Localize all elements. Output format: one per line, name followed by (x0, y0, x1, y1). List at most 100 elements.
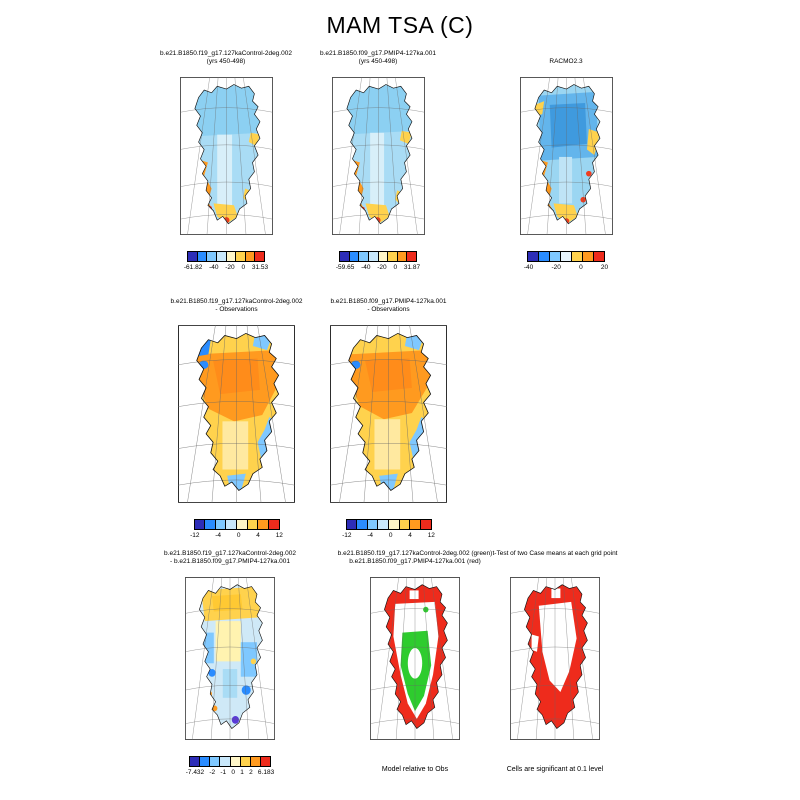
colorbar-segment (528, 252, 539, 261)
colorbar-segment (237, 520, 248, 529)
greenland-map-6 (185, 577, 275, 740)
graticule (178, 325, 295, 503)
colorbar-segment (240, 757, 251, 766)
panel-7-title-line2: b.e21.B1850.f09_g17.PMIP4-127ka.001 (red… (349, 558, 481, 565)
colorbar-tick-label: 4 (408, 532, 412, 539)
colorbar-4: -12 -4 0 4 12 (190, 519, 283, 539)
graticule (510, 577, 600, 740)
greenland-map-7 (370, 577, 460, 740)
colorbar-segment (188, 252, 198, 261)
panel-8-title: t-Test of two Case means at each grid po… (492, 550, 617, 567)
panel-2: b.e21.B1850.f09_g17.PMIP4-127ka.001 (yrs… (302, 50, 454, 271)
colorbar-segment (247, 520, 259, 529)
colorbar-tick-label: 12 (275, 532, 283, 539)
colorbar-segment (397, 252, 408, 261)
coastline (199, 584, 263, 729)
figure-title: MAM TSA (C) (326, 12, 474, 38)
panel-5: b.e21.B1850.f09_g17.PMIP4-127ka.001 - Ob… (296, 298, 481, 539)
panel-7-title: b.e21.B1850.f19_g17.127kaControl-2deg.00… (338, 550, 493, 567)
colorbar-segment (216, 252, 227, 261)
panel-6-title: b.e21.B1850.f19_g17.127kaControl-2deg.00… (164, 550, 296, 567)
panel-7-caption: Model relative to Obs (381, 766, 449, 773)
colorbar-segment (258, 520, 269, 529)
panel-3: RACMO2.3 -40 -20 (490, 50, 642, 271)
colorbar-segment (357, 520, 368, 529)
colorbar-segment (226, 252, 237, 261)
colorbar-segments (189, 756, 271, 767)
colorbar-segment (210, 757, 221, 766)
panel-3-title: RACMO2.3 (549, 50, 582, 67)
colorbar-segment (572, 252, 583, 261)
panel-1: b.e21.B1850.f19_g17.127kaControl-2deg.00… (150, 50, 302, 271)
panel-2-title-line1: b.e21.B1850.f09_g17.PMIP4-127ka.001 (319, 50, 436, 57)
colorbar-segment (207, 252, 217, 261)
colorbar-ticks: -40 -20 0 20 (524, 264, 608, 271)
colorbar-segments (527, 251, 605, 262)
panel-8-title-line2 (492, 558, 617, 566)
colorbar-tick-label: -61.82 (183, 264, 203, 271)
colorbar-tick-label: 0 (231, 769, 236, 776)
coastline (524, 584, 588, 729)
colorbar-tick-label: 0 (393, 264, 398, 271)
colorbar-tick-label: 20 (600, 264, 609, 271)
colorbar-segment (255, 252, 264, 261)
colorbar-1: -61.82 -40 -20 0 31.53 (183, 251, 269, 271)
colorbar-tick-label: -20 (377, 264, 387, 271)
colorbar-tick-label: -4 (215, 532, 222, 539)
graticule (185, 577, 275, 740)
panel-8-caption: Cells are significant at 0.1 level (506, 766, 604, 773)
graticule (370, 577, 460, 740)
colorbar-segment (561, 252, 572, 261)
panel-8-title-line1: t-Test of two Case means at each grid po… (492, 550, 618, 557)
panel-7: b.e21.B1850.f19_g17.127kaControl-2deg.00… (325, 550, 505, 773)
coastline (346, 84, 412, 225)
panel-6-title-line2: - b.e21.B1850.f09_g17.PMIP4-127ka.001 (170, 558, 290, 565)
colorbar-segment (215, 520, 227, 529)
colorbar-tick-label: 31.53 (251, 264, 269, 271)
colorbar-segment (190, 757, 201, 766)
colorbar-segment (197, 252, 208, 261)
colorbar-tick-label: -1 (220, 769, 227, 776)
colorbar-2: -59.65 -40 -20 0 31.87 (335, 251, 421, 271)
panel-4-title-line1: b.e21.B1850.f19_g17.127kaControl-2deg.00… (170, 298, 303, 305)
colorbar-segment (200, 757, 211, 766)
colorbar-segment (250, 757, 261, 766)
colorbar-5: -12 -4 0 4 12 (342, 519, 435, 539)
colorbar-segments (339, 251, 417, 262)
coastline (196, 332, 280, 491)
panel-3-title-line2: RACMO2.3 (549, 58, 583, 65)
colorbar-tick-label: 31.87 (403, 264, 421, 271)
colorbar-tick-label: 0 (236, 532, 241, 539)
colorbar-tick-label: -20 (225, 264, 235, 271)
colorbar-tick-label: 0 (241, 264, 246, 271)
colorbar-segment (410, 520, 421, 529)
colorbar-segment (359, 252, 369, 261)
colorbar-tick-label: -59.65 (335, 264, 355, 271)
colorbar-ticks: -12 -4 0 4 12 (342, 532, 435, 539)
greenland-map-1 (179, 77, 273, 235)
colorbar-segment (205, 520, 216, 529)
colorbar-segment (367, 520, 379, 529)
panel-1-title-line2: (yrs 450-498) (206, 58, 246, 65)
colorbar-tick-label: -20 (551, 264, 561, 271)
colorbar-tick-label: 0 (388, 532, 393, 539)
colorbar-segment (407, 252, 416, 261)
panel-5-title-line1: b.e21.B1850.f09_g17.PMIP4-127ka.001 (330, 298, 447, 305)
colorbar-segment (539, 252, 550, 261)
colorbar-segment (389, 520, 400, 529)
colorbar-tick-label: -4 (367, 532, 374, 539)
greenland-map-4 (178, 325, 295, 503)
panel-7-title-line1: b.e21.B1850.f19_g17.127kaControl-2deg.00… (337, 550, 493, 557)
colorbar-tick-label: -2 (209, 769, 216, 776)
colorbar-segment (583, 252, 594, 261)
colorbar-segment (194, 520, 206, 529)
colorbar-segment (388, 252, 398, 261)
colorbar-segment (368, 252, 379, 261)
panel-8: t-Test of two Case means at each grid po… (465, 550, 645, 773)
colorbar-tick-label: 0 (579, 264, 583, 271)
colorbar-tick-label: 12 (427, 532, 435, 539)
coastline (384, 584, 448, 729)
graticule (331, 77, 425, 235)
panel-5-title-line2: - Observations (367, 306, 410, 313)
greenland-map-5 (330, 325, 447, 503)
